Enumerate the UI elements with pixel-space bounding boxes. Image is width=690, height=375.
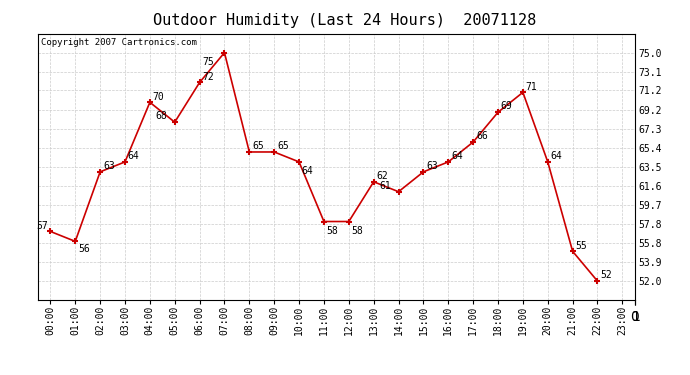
- Text: 64: 64: [551, 151, 562, 161]
- Text: Copyright 2007 Cartronics.com: Copyright 2007 Cartronics.com: [41, 38, 197, 47]
- Text: 63: 63: [103, 161, 115, 171]
- Text: Outdoor Humidity (Last 24 Hours)  20071128: Outdoor Humidity (Last 24 Hours) 2007112…: [153, 13, 537, 28]
- Text: 52: 52: [600, 270, 612, 280]
- Text: 64: 64: [451, 151, 463, 161]
- Text: 55: 55: [575, 240, 587, 250]
- Text: 68: 68: [155, 111, 167, 122]
- Text: 56: 56: [78, 244, 90, 255]
- Text: 66: 66: [476, 131, 488, 141]
- Text: 65: 65: [252, 141, 264, 151]
- Text: 64: 64: [302, 166, 313, 176]
- Text: 64: 64: [128, 151, 139, 161]
- Text: 72: 72: [202, 72, 214, 82]
- Text: 62: 62: [377, 171, 388, 181]
- Text: 58: 58: [352, 226, 364, 236]
- Text: 69: 69: [501, 102, 513, 111]
- Text: 65: 65: [277, 141, 288, 151]
- Text: 63: 63: [426, 161, 438, 171]
- Text: 70: 70: [152, 92, 164, 102]
- Text: 75: 75: [202, 57, 214, 67]
- Text: 71: 71: [526, 82, 538, 92]
- Text: 58: 58: [327, 226, 339, 236]
- Text: 61: 61: [379, 181, 391, 191]
- Text: 57: 57: [37, 220, 48, 231]
